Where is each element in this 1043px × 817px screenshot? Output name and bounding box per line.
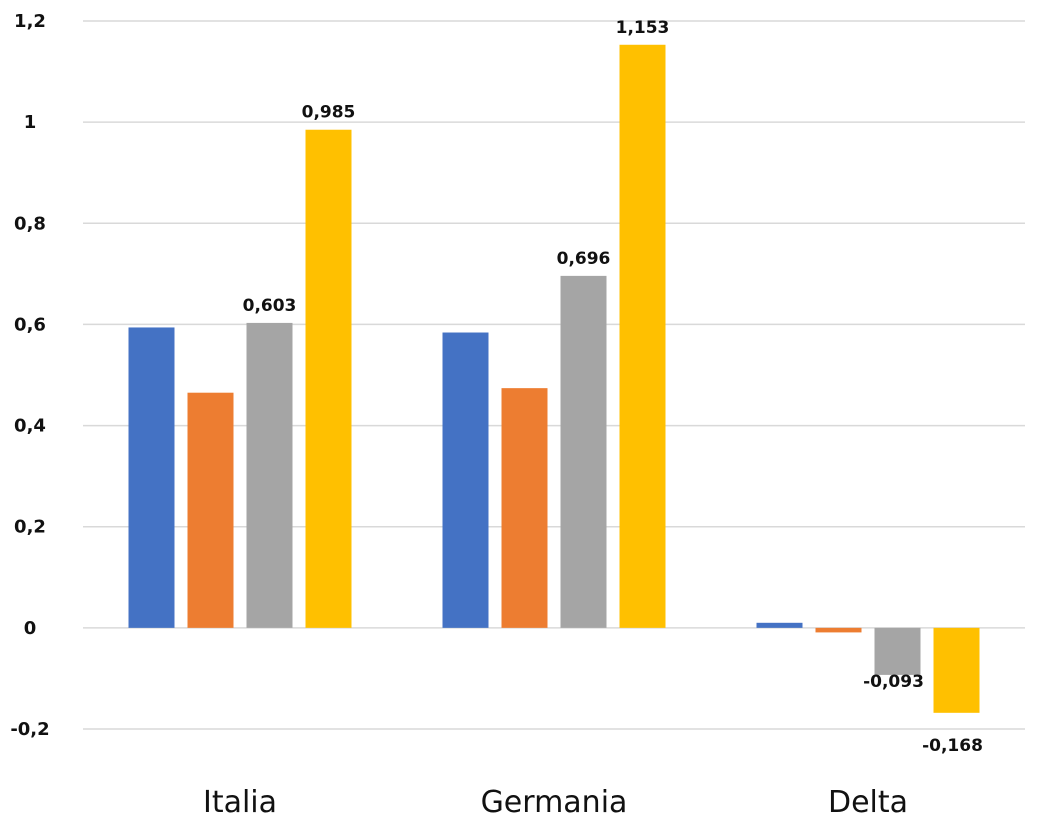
bar [305,129,352,628]
y-axis: -0,2 0 0,2 0,4 0,6 0,8 1 1,2 [10,11,49,740]
y-tick-label: 1 [24,112,37,133]
data-label: 1,153 [616,18,670,38]
bar [756,622,803,628]
data-label: 0,696 [557,249,611,269]
bar [560,275,607,628]
data-label: 0,985 [302,103,356,123]
bar [815,627,862,633]
y-tick-label: 0,2 [14,517,46,538]
bar [619,44,666,628]
bar [246,322,293,628]
y-tick-label: 0 [24,618,37,639]
bar [442,332,489,628]
data-labels: 0,603 0,985 0,696 1,153 -0,093 -0,168 [243,18,983,756]
y-tick-label: 0,8 [14,213,46,234]
y-tick-label: 0,6 [14,314,46,335]
grid-layer [83,20,1025,730]
bar [933,627,980,713]
x-axis: Italia Germania Delta [203,785,908,817]
y-tick-label: -0,2 [10,719,49,740]
category-label: Delta [828,785,908,817]
data-label: -0,093 [863,672,924,692]
y-tick-label: 1,2 [14,11,46,32]
data-label: -0,168 [922,736,983,756]
bars [128,44,980,713]
bar [501,388,548,628]
bar [128,327,175,628]
category-label: Germania [481,785,628,817]
category-label: Italia [203,785,277,817]
bar [187,392,234,628]
data-label: 0,603 [243,296,297,316]
y-tick-label: 0,4 [14,416,46,437]
bar [874,627,921,675]
